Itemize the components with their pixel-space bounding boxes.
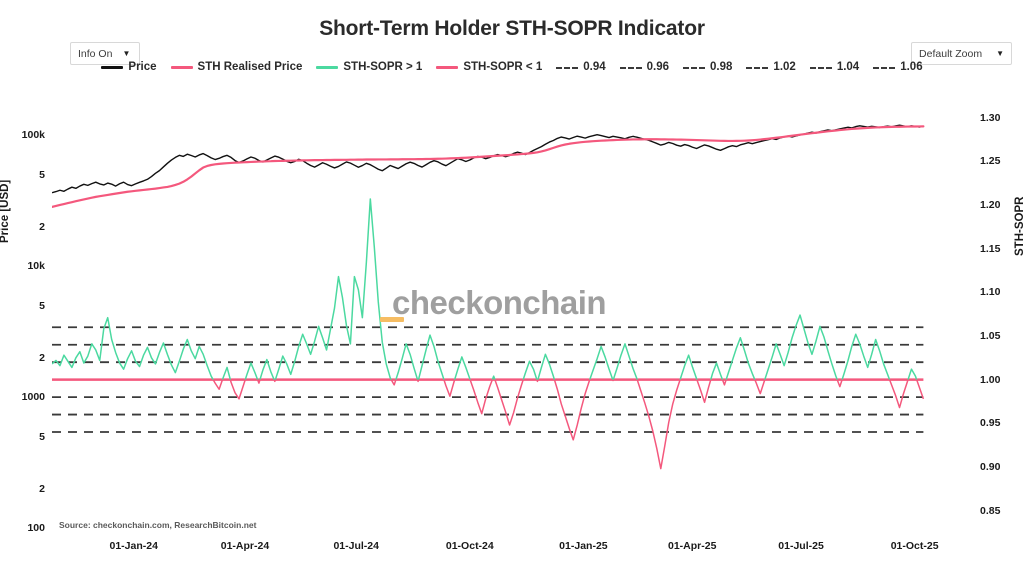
legend-dashed-swatch — [683, 66, 706, 69]
legend-dashed-swatch — [556, 66, 579, 69]
legend-item[interactable]: 0.94 — [556, 61, 606, 74]
legend-label: 0.98 — [710, 61, 733, 73]
x-axis-tick: 01-Oct-24 — [445, 540, 494, 552]
legend-swatch — [170, 66, 193, 70]
chevron-down-icon: ▼ — [122, 48, 131, 58]
legend-dashed-swatch — [746, 66, 769, 69]
legend-item[interactable]: 0.98 — [683, 61, 733, 74]
legend-swatch — [316, 66, 339, 70]
y-axis-right-tick: 1.20 — [980, 199, 1001, 212]
y-axis-left-tick: 10k — [27, 260, 45, 273]
info-dropdown-label: Info On — [78, 47, 113, 60]
legend-item[interactable]: STH-SOPR > 1 — [316, 61, 423, 74]
y-axis-left-title: Price [USD] — [0, 179, 11, 243]
legend-swatch — [101, 66, 124, 70]
x-axis-tick: 01-Jan-24 — [109, 540, 158, 552]
legend-dashed-swatch — [619, 66, 642, 69]
y-axis-right-tick: 0.95 — [980, 417, 1001, 430]
x-axis-tick: 01-Apr-24 — [220, 540, 270, 552]
y-axis-right-tick: 1.25 — [980, 155, 1001, 168]
y-axis-left-tick: 5 — [39, 168, 45, 181]
watermark-accent-icon — [380, 317, 404, 322]
x-axis-tick: 01-Apr-25 — [668, 540, 717, 552]
y-axis-right-tick: 0.85 — [980, 504, 1001, 517]
chevron-down-icon: ▼ — [996, 48, 1004, 58]
legend-dashed-swatch — [809, 66, 832, 69]
price-line — [52, 124, 924, 194]
y-axis-left-tick: 5 — [39, 299, 45, 312]
legend-item[interactable]: STH Realised Price — [170, 61, 303, 74]
chart-legend: Price STH Realised Price STH-SOPR > 1 STH-S… — [0, 61, 1024, 74]
sopr-above-threshold-line — [52, 198, 918, 380]
legend-label: 1.02 — [773, 61, 796, 73]
chart-svg — [52, 124, 925, 470]
legend-label: Price — [128, 61, 157, 73]
y-axis-right-tick: 1.30 — [980, 111, 1001, 124]
legend-item[interactable]: Price — [101, 61, 157, 74]
legend-item[interactable]: 1.04 — [809, 61, 860, 74]
legend-label: 1.04 — [836, 61, 860, 73]
sth-realised-price-line — [52, 125, 925, 209]
sopr-below-threshold-line — [212, 379, 925, 470]
legend-item[interactable]: 1.02 — [746, 61, 796, 74]
source-note: Source: checkonchain.com, ResearchBitcoi… — [59, 520, 257, 530]
legend-label: STH-SOPR < 1 — [463, 61, 543, 73]
zoom-dropdown[interactable]: Default Zoom ▼ — [911, 42, 1012, 65]
legend-label: STH-SOPR > 1 — [343, 61, 423, 73]
x-axis-tick: 01-Oct-25 — [890, 540, 939, 552]
y-axis-right-title: STH-SOPR — [1014, 196, 1024, 256]
legend-swatch — [436, 66, 459, 70]
legend-label: 1.06 — [900, 61, 923, 73]
zoom-dropdown-label: Default Zoom — [919, 47, 983, 60]
legend-label: STH Realised Price — [197, 61, 303, 73]
y-axis-left-tick: 100 — [27, 522, 45, 534]
info-dropdown[interactable]: Info On ▼ — [70, 42, 140, 65]
y-axis-right-tick: 1.10 — [980, 286, 1001, 299]
y-axis-right-tick: 1.05 — [980, 330, 1001, 342]
legend-item[interactable]: 1.06 — [873, 61, 923, 74]
x-axis-tick: 01-Jul-24 — [333, 540, 379, 552]
y-axis-right-tick: 1.15 — [980, 242, 1001, 255]
legend-label: 0.94 — [583, 61, 606, 73]
page-title: Short-Term Holder STH-SOPR Indicator — [319, 17, 705, 40]
legend-item[interactable]: STH-SOPR < 1 — [436, 61, 543, 74]
y-axis-left-tick: 2 — [39, 482, 45, 495]
y-axis-left-tick: 100k — [21, 129, 45, 142]
y-axis-right-tick: 1.00 — [980, 373, 1001, 386]
legend-item[interactable]: 0.96 — [619, 61, 670, 74]
watermark-text: checkonchain — [392, 284, 607, 321]
chart-plot-area — [52, 96, 955, 528]
y-axis-left-tick: 2 — [39, 351, 45, 364]
x-axis-tick: 01-Jul-25 — [778, 540, 824, 552]
y-axis-left-tick: 5 — [39, 430, 45, 443]
y-axis-left-tick: 1000 — [21, 391, 45, 404]
y-axis-left-tick: 2 — [39, 220, 45, 233]
legend-label: 0.96 — [646, 61, 670, 73]
legend-dashed-swatch — [873, 66, 896, 69]
y-axis-right-tick: 0.90 — [980, 460, 1001, 473]
x-axis-tick: 01-Jan-25 — [559, 540, 608, 552]
